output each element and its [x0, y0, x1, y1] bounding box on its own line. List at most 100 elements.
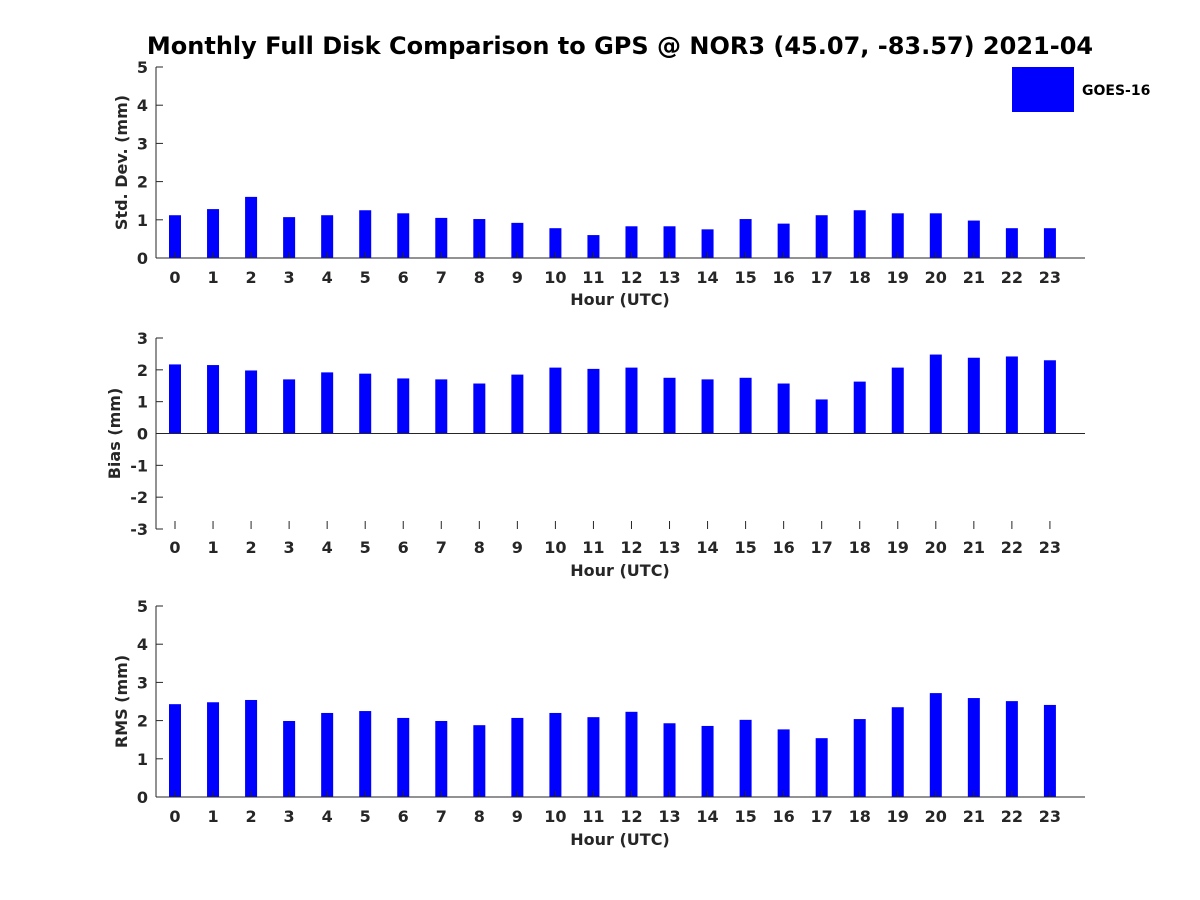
rms-xtick-label: 21 — [963, 807, 985, 826]
std-dev-xtick-label: 17 — [811, 268, 833, 287]
bias-xtick-label: 9 — [512, 538, 523, 557]
std-dev-xtick-label: 11 — [582, 268, 604, 287]
rms-xtick-label: 17 — [811, 807, 833, 826]
std-dev-xtick-label: 0 — [169, 268, 180, 287]
bias-xtick-label: 23 — [1039, 538, 1061, 557]
bias-x-axis-label: Hour (UTC) — [570, 561, 670, 580]
rms-xtick-label: 3 — [284, 807, 295, 826]
rms-bar-8 — [473, 725, 486, 797]
std-dev-xtick-label: 8 — [474, 268, 485, 287]
rms-bar-0 — [169, 704, 181, 797]
rms-xtick-label: 9 — [512, 807, 523, 826]
bias-xtick-label: 6 — [398, 538, 409, 557]
std-dev-xtick-label: 14 — [696, 268, 718, 287]
rms-bar-5 — [359, 711, 372, 797]
std-dev-xtick-label: 18 — [849, 268, 871, 287]
rms-bar-20 — [929, 693, 942, 797]
std-dev-xtick-label: 1 — [207, 268, 218, 287]
rms-ytick-label: 5 — [137, 597, 148, 616]
rms-ytick-label: 3 — [137, 673, 148, 692]
std-dev-ytick-label: 4 — [137, 96, 148, 115]
rms-xtick-label: 22 — [1001, 807, 1023, 826]
rms-bar-19 — [891, 707, 904, 797]
std-dev-bar-10 — [549, 228, 562, 258]
std-dev-bar-1 — [207, 209, 220, 258]
bias-ytick-label: 3 — [137, 329, 148, 348]
rms-xtick-label: 0 — [169, 807, 180, 826]
std-dev-xtick-label: 2 — [246, 268, 257, 287]
bias-ytick-label: 0 — [137, 425, 148, 444]
std-dev-bar-6 — [397, 213, 410, 258]
std-dev-bar-13 — [663, 226, 676, 258]
rms-xtick-label: 18 — [849, 807, 871, 826]
std-dev-xtick-label: 6 — [398, 268, 409, 287]
bias-bar-17 — [815, 399, 828, 434]
std-dev-xtick-label: 13 — [658, 268, 680, 287]
bias-bar-7 — [435, 379, 448, 434]
rms-bar-1 — [207, 702, 220, 797]
std-dev-xtick-label: 5 — [360, 268, 371, 287]
bias-xtick-label: 17 — [811, 538, 833, 557]
bias-bar-12 — [625, 367, 638, 434]
bias-ytick-label: -2 — [130, 488, 148, 507]
bias-xtick-label: 15 — [734, 538, 756, 557]
bias-xtick-label: 7 — [436, 538, 447, 557]
rms-xtick-label: 7 — [436, 807, 447, 826]
rms-y-axis-label: RMS (mm) — [112, 655, 131, 748]
std-dev-xtick-label: 10 — [544, 268, 566, 287]
std-dev-ytick-label: 3 — [137, 134, 148, 153]
rms-bar-22 — [1005, 701, 1018, 797]
rms-bar-11 — [587, 717, 600, 797]
bias-bar-5 — [359, 373, 372, 434]
rms-xtick-label: 2 — [246, 807, 257, 826]
std-dev-bar-23 — [1043, 228, 1056, 258]
rms-ytick-label: 0 — [137, 788, 148, 807]
rms-xtick-label: 8 — [474, 807, 485, 826]
rms-xtick-label: 14 — [696, 807, 718, 826]
bias-bar-21 — [967, 357, 980, 434]
rms-bar-17 — [815, 738, 828, 797]
rms-xtick-label: 6 — [398, 807, 409, 826]
rms-bar-21 — [967, 698, 980, 797]
legend: GOES-16 — [1012, 67, 1150, 112]
rms-xtick-label: 13 — [658, 807, 680, 826]
rms-bar-18 — [853, 719, 866, 797]
std-dev-ytick-label: 1 — [137, 211, 148, 230]
std-dev-bar-2 — [245, 196, 258, 258]
bias-ytick-label: -3 — [130, 520, 148, 539]
rms-bar-15 — [739, 719, 752, 797]
std-dev-xtick-label: 9 — [512, 268, 523, 287]
bias-xtick-label: 0 — [169, 538, 180, 557]
std-dev-ytick-label: 5 — [137, 58, 148, 77]
std-dev-ytick-label: 0 — [137, 249, 148, 268]
std-dev-bar-15 — [739, 219, 752, 258]
rms-bar-23 — [1043, 704, 1056, 797]
std-dev-bar-9 — [511, 222, 524, 258]
rms-xtick-label: 15 — [734, 807, 756, 826]
std-dev-xtick-label: 12 — [620, 268, 642, 287]
bias-y-axis-label: Bias (mm) — [105, 388, 124, 480]
std-dev-bar-3 — [283, 217, 296, 258]
rms-ytick-label: 1 — [137, 750, 148, 769]
rms-bar-4 — [321, 712, 334, 797]
rms-xtick-label: 4 — [322, 807, 333, 826]
bias-xtick-label: 1 — [207, 538, 218, 557]
std-dev-bar-7 — [435, 217, 448, 258]
rms-bar-16 — [777, 729, 790, 797]
std-dev-xtick-label: 23 — [1039, 268, 1061, 287]
std-dev-xtick-label: 22 — [1001, 268, 1023, 287]
bias-xtick-label: 10 — [544, 538, 566, 557]
bias-bar-22 — [1005, 356, 1018, 434]
std-dev-bar-8 — [473, 219, 486, 258]
bias-bar-0 — [169, 364, 181, 434]
rms-bar-12 — [625, 711, 638, 797]
bias-bar-18 — [853, 381, 866, 434]
std-dev-bar-11 — [587, 235, 600, 258]
rms-bar-2 — [245, 699, 258, 797]
bias-bar-3 — [283, 379, 296, 434]
bias-bar-23 — [1043, 360, 1056, 434]
rms-ytick-label: 4 — [137, 635, 148, 654]
rms-xtick-label: 19 — [887, 807, 909, 826]
std-dev-bar-17 — [815, 215, 828, 258]
